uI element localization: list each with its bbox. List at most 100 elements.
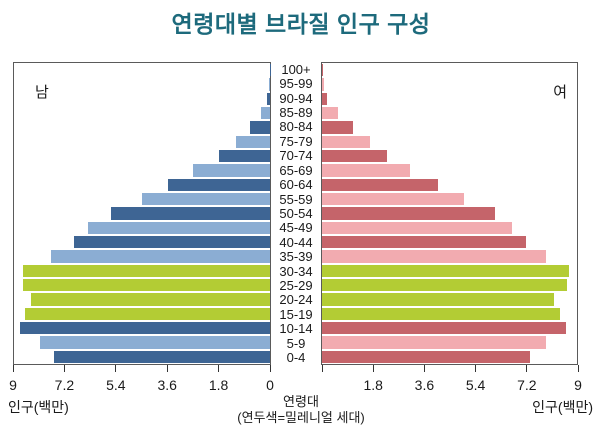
- male-axis-ticks: [12, 365, 271, 373]
- bar-row: [14, 206, 270, 220]
- bar-row: [322, 278, 577, 292]
- male-axis-tick-labels: 9 7.2 5.4 3.6 1.8 0: [9, 377, 274, 393]
- age-axis-label: 5-9: [286, 335, 306, 351]
- female-panel: 여: [321, 62, 578, 365]
- female-population-bar-10-14: [322, 321, 566, 335]
- bar-row: [322, 335, 577, 349]
- axis-tick-label: 5.4: [106, 377, 126, 393]
- age-axis-label: 65-69: [279, 162, 313, 178]
- age-axis-label: 100+: [281, 61, 311, 77]
- male-population-bar-60-64: [167, 178, 270, 191]
- age-axis-label: 35-39: [279, 249, 313, 265]
- axis-tick: [166, 365, 168, 372]
- axis-tick-label: 0: [266, 377, 274, 393]
- male-population-bar-40-44: [73, 235, 270, 249]
- bar-row: [14, 135, 270, 149]
- female-axis-tick-labels: 1.8 3.6 5.4 7.2 9: [322, 377, 581, 393]
- male-population-bar-30-34: [22, 264, 270, 277]
- millennial-legend-note: (연두색=밀레니얼 세대): [237, 410, 365, 425]
- bar-row: [14, 235, 270, 249]
- male-population-bar-10-14: [19, 321, 270, 335]
- male-population-bar-75-79: [235, 135, 270, 148]
- male-population-bar-50-54: [110, 207, 270, 220]
- bar-row: [322, 178, 577, 192]
- axis-tick: [526, 365, 528, 372]
- age-axis-label: 10-14: [279, 321, 313, 337]
- bar-row: [14, 321, 270, 335]
- female-population-bar-70-74: [322, 149, 388, 163]
- male-population-bar-5-9: [39, 336, 270, 349]
- female-population-bar-75-79: [322, 135, 371, 148]
- bar-row: [14, 307, 270, 321]
- axis-tick-label: 9: [9, 377, 17, 393]
- age-axis-label: 30-34: [279, 263, 313, 279]
- bar-row: [322, 221, 577, 235]
- age-axis-label: 25-29: [279, 278, 313, 294]
- age-axis-label: 15-19: [279, 306, 313, 322]
- female-population-bar-0-4: [322, 350, 531, 363]
- age-axis-label: 40-44: [279, 234, 313, 250]
- female-population-bar-55-59: [322, 192, 464, 206]
- bar-row: [322, 163, 577, 177]
- female-population-bar-25-29: [322, 278, 568, 292]
- male-label: 남: [35, 84, 49, 101]
- female-population-bar-50-54: [322, 207, 495, 220]
- bar-row: [14, 264, 270, 278]
- male-population-bar-70-74: [218, 149, 270, 163]
- bar-row: [14, 149, 270, 163]
- axis-tick: [115, 365, 117, 372]
- bar-row: [322, 92, 577, 106]
- axis-tick-label: 3.6: [414, 377, 435, 393]
- male-population-bar-85-89: [261, 106, 270, 120]
- x-axis-title-left: 인구(백만): [8, 399, 69, 415]
- male-bars-area: [14, 63, 270, 364]
- chart-title: 연령대별 브라질 인구 구성: [171, 11, 431, 37]
- age-axis-label: 85-89: [279, 104, 313, 120]
- axis-tick: [423, 365, 425, 372]
- male-panel: 남: [13, 62, 271, 365]
- age-axis-label: 50-54: [279, 205, 313, 221]
- bar-row: [322, 264, 577, 278]
- female-population-bar-95-99: [322, 78, 324, 91]
- male-population-bar-45-49: [87, 221, 270, 234]
- bar-row: [14, 350, 270, 364]
- male-population-bar-80-84: [250, 121, 270, 134]
- female-population-bar-5-9: [322, 336, 546, 349]
- age-axis-label: 55-59: [279, 191, 313, 207]
- axis-tick-label: 1.8: [208, 377, 229, 393]
- axis-tick: [372, 365, 374, 372]
- bar-row: [322, 192, 577, 206]
- bar-row: [14, 221, 270, 235]
- axis-tick: [218, 365, 220, 372]
- female-population-bar-65-69: [322, 164, 410, 177]
- axis-tick: [475, 365, 477, 372]
- female-population-bar-15-19: [322, 307, 560, 320]
- bar-row: [322, 106, 577, 120]
- bar-row: [322, 292, 577, 306]
- female-label: 여: [553, 84, 567, 101]
- axis-tick-label: 3.6: [157, 377, 177, 393]
- male-population-bar-55-59: [142, 192, 270, 206]
- male-population-bar-15-19: [25, 307, 270, 320]
- bar-row: [322, 350, 577, 364]
- male-population-bar-0-4: [53, 350, 270, 363]
- age-axis-label: 60-64: [279, 177, 313, 193]
- male-population-bar-65-69: [193, 164, 270, 177]
- bar-row: [322, 135, 577, 149]
- female-population-bar-80-84: [322, 121, 354, 134]
- bar-row: [322, 149, 577, 163]
- female-population-bar-90-94: [322, 92, 328, 105]
- x-axis-title-right: 인구(백만): [532, 399, 593, 415]
- bar-row: [322, 307, 577, 321]
- age-axis: 100+ 95-99 90-94 85-89 80-84 75-79 70-74 65-69 6…: [271, 62, 321, 365]
- axis-tick: [321, 365, 323, 372]
- female-bars-area: [322, 63, 577, 364]
- male-population-bar-25-29: [22, 278, 270, 292]
- female-population-bar-85-89: [322, 106, 338, 120]
- bar-row: [322, 120, 577, 134]
- age-axis-label: 45-49: [279, 220, 313, 236]
- female-axis-ticks: [321, 365, 579, 373]
- bar-row: [14, 335, 270, 349]
- axis-tick-label: 5.4: [465, 377, 486, 393]
- bar-row: [14, 178, 270, 192]
